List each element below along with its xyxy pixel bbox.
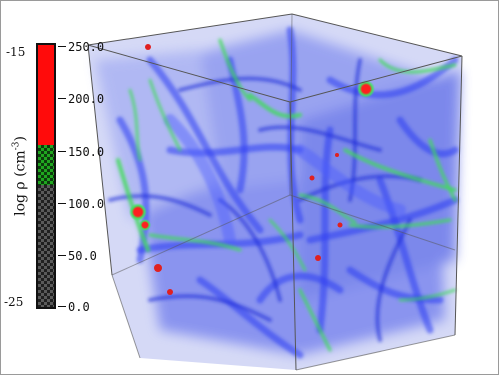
colorbar-bottom-label: -25 — [4, 295, 24, 309]
axis-label-end: ) — [12, 136, 29, 142]
colorbar-red-band — [38, 45, 54, 145]
colorbar-top-label: -15 — [6, 45, 26, 59]
colorbar — [36, 43, 56, 309]
green-filaments — [116, 38, 457, 352]
tick-label-3: 100.0 — [68, 197, 105, 211]
tick-label-1: 200.0 — [68, 92, 105, 106]
dense-clumps — [129, 44, 375, 295]
colorbar-axis-label: log ρ (cm-3) — [11, 136, 29, 216]
tick-mark-2 — [58, 151, 66, 152]
tick-mark-1 — [58, 98, 66, 99]
colorbar-checker-band — [38, 185, 54, 307]
tick-label-4: 50.0 — [68, 249, 97, 263]
tick-label-5: 0.0 — [68, 300, 90, 314]
axis-label-main: log ρ (cm — [12, 150, 29, 216]
tick-mark-5 — [58, 306, 66, 307]
tick-mark-3 — [58, 203, 66, 204]
tick-label-0: 250.0 — [68, 40, 105, 54]
colorbar-green-band — [38, 145, 54, 185]
axis-label-sup: -3 — [11, 141, 22, 151]
tick-mark-0 — [58, 46, 66, 47]
tick-label-2: 150.0 — [68, 145, 105, 159]
cube-wireframe — [87, 13, 463, 371]
tick-mark-4 — [58, 255, 66, 256]
